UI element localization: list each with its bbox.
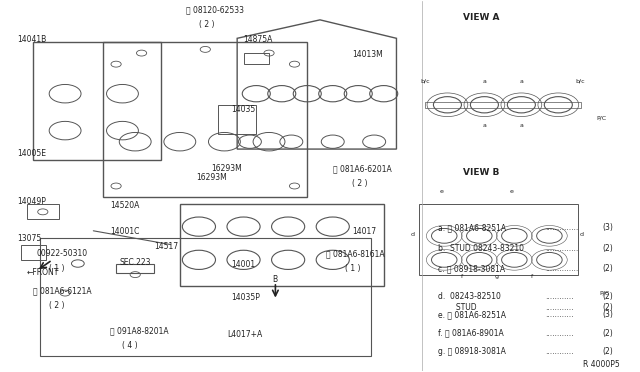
Text: 14041B: 14041B (17, 35, 47, 44)
Text: 14001C: 14001C (109, 227, 139, 236)
Text: ( 1 ): ( 1 ) (346, 264, 361, 273)
Bar (244, 53, 269, 64)
Bar (116, 263, 154, 273)
Text: ............: ............ (545, 303, 573, 312)
Text: 14035: 14035 (231, 105, 255, 114)
Bar (103, 42, 307, 197)
Bar (40, 238, 371, 356)
Text: (3): (3) (602, 310, 613, 319)
Text: Ⓑ 081A6-8161A: Ⓑ 081A6-8161A (326, 249, 385, 258)
Text: g. ⓝ 08918-3081A: g. ⓝ 08918-3081A (438, 347, 506, 356)
Text: Ⓑ 091A8-8201A: Ⓑ 091A8-8201A (109, 327, 168, 336)
Text: 14049P: 14049P (17, 198, 46, 206)
Text: P/C: P/C (600, 291, 610, 296)
Text: Ⓑ 08120-62533: Ⓑ 08120-62533 (186, 6, 244, 15)
Text: a. Ⓑ 081A6-8251A: a. Ⓑ 081A6-8251A (438, 223, 506, 232)
Bar (20, 245, 46, 260)
Text: P/C: P/C (596, 116, 607, 121)
Text: R 4000P5: R 4000P5 (583, 360, 620, 369)
Text: ( 1 ): ( 1 ) (49, 264, 65, 273)
Text: (2): (2) (602, 292, 613, 301)
Text: ............: ............ (545, 310, 573, 319)
Text: 14517: 14517 (154, 242, 179, 251)
Text: Ⓑ 081A6-6121A: Ⓑ 081A6-6121A (33, 286, 92, 295)
Text: ..............: .............. (545, 264, 579, 273)
Text: e. Ⓑ 081A6-8251A: e. Ⓑ 081A6-8251A (438, 310, 506, 319)
Text: e: e (509, 189, 513, 195)
Text: B: B (272, 275, 277, 284)
Text: SEC.223: SEC.223 (119, 259, 151, 267)
Text: (2): (2) (602, 328, 613, 337)
Text: ( 2 ): ( 2 ) (352, 179, 367, 188)
Text: a: a (483, 78, 486, 84)
Text: 16293M: 16293M (212, 164, 243, 173)
Text: 00922-50310: 00922-50310 (36, 249, 88, 258)
Text: 14017: 14017 (352, 227, 376, 236)
Text: ............: ............ (545, 292, 573, 301)
Text: f: f (531, 274, 533, 279)
Text: d: d (410, 232, 414, 237)
Bar (33, 42, 161, 160)
Text: ( 4 ): ( 4 ) (122, 341, 138, 350)
Text: VIEW A: VIEW A (463, 13, 500, 22)
Text: 14520A: 14520A (109, 201, 139, 210)
Text: 14005E: 14005E (17, 150, 46, 158)
Text: ..............: .............. (545, 223, 579, 232)
Text: (2): (2) (602, 303, 613, 312)
Text: STUD: STUD (444, 303, 477, 312)
Text: 14001: 14001 (231, 260, 255, 269)
Text: f: f (461, 274, 463, 279)
Text: d.  08243-82510: d. 08243-82510 (438, 292, 500, 301)
Text: VIEW B: VIEW B (463, 168, 500, 177)
Text: f. Ⓑ 081A6-8901A: f. Ⓑ 081A6-8901A (438, 328, 504, 337)
Text: (2): (2) (602, 347, 613, 356)
Text: ( 2 ): ( 2 ) (199, 20, 214, 29)
Text: a: a (520, 123, 524, 128)
Text: c. ⓝ 08918-3081A: c. ⓝ 08918-3081A (438, 264, 505, 273)
Text: Ⓑ 081A6-6201A: Ⓑ 081A6-6201A (333, 164, 392, 173)
Text: b/c: b/c (420, 78, 430, 84)
Text: 14035P: 14035P (231, 294, 260, 302)
Text: (2): (2) (602, 264, 613, 273)
Text: 14875A: 14875A (244, 35, 273, 44)
Text: 14013M: 14013M (352, 50, 383, 59)
Text: ............: ............ (545, 347, 573, 356)
Text: ←FRONT: ←FRONT (27, 267, 60, 277)
Text: 13075: 13075 (17, 234, 42, 243)
Text: b/c: b/c (576, 78, 586, 84)
Bar (218, 105, 256, 134)
Text: L4017+A: L4017+A (228, 330, 263, 339)
Text: ..............: .............. (545, 244, 579, 253)
Bar (180, 205, 384, 286)
Bar (419, 205, 578, 275)
Text: a: a (483, 123, 486, 128)
Text: a: a (520, 78, 524, 84)
Text: ( 2 ): ( 2 ) (49, 301, 65, 310)
Bar (425, 102, 580, 108)
Text: 16293M: 16293M (196, 173, 227, 182)
Text: g: g (495, 274, 499, 279)
Text: d: d (579, 232, 583, 237)
Text: ............: ............ (545, 328, 573, 337)
Bar (27, 205, 59, 219)
Text: e: e (439, 189, 443, 195)
Text: (3): (3) (602, 223, 613, 232)
Text: b.  STUD 08243-83210: b. STUD 08243-83210 (438, 244, 524, 253)
Text: (2): (2) (602, 244, 613, 253)
